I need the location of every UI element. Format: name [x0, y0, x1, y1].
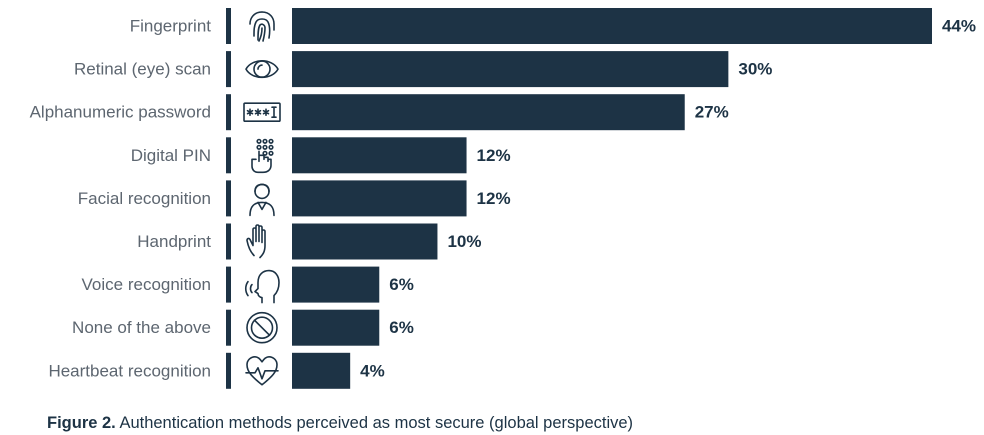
category-label: Alphanumeric password [30, 103, 211, 122]
voice-icon [244, 269, 280, 304]
value-label: 44% [942, 17, 976, 36]
icon-divider [226, 223, 231, 260]
fingerprint-icon [249, 11, 275, 42]
keypad-icon [251, 138, 274, 174]
category-label: Handprint [137, 232, 211, 251]
password-icon [243, 102, 281, 122]
bar [292, 309, 380, 346]
category-label: Facial recognition [78, 189, 211, 208]
bar [292, 137, 467, 174]
value-label: 6% [389, 275, 414, 294]
category-label: Retinal (eye) scan [74, 60, 211, 79]
value-label: 27% [695, 103, 729, 122]
figure-caption: Figure 2. Authentication methods perceiv… [47, 414, 633, 433]
category-label: Digital PIN [131, 146, 211, 165]
icon-divider [226, 8, 231, 44]
bar [292, 51, 729, 88]
bar [292, 180, 467, 217]
value-label: 10% [447, 232, 481, 251]
value-label: 6% [389, 318, 414, 337]
bar [292, 8, 932, 44]
icon-divider [226, 309, 231, 346]
category-label: None of the above [72, 318, 211, 337]
bar [292, 94, 685, 131]
bar [292, 266, 380, 303]
icon-divider [226, 51, 231, 88]
icon-divider [226, 137, 231, 174]
category-label: Heartbeat recognition [48, 361, 211, 380]
icon-divider [226, 266, 231, 303]
figure-caption-text: Authentication methods perceived as most… [115, 414, 634, 432]
value-label: 4% [360, 361, 385, 380]
value-label: 30% [738, 60, 772, 79]
prohibited-icon [246, 311, 278, 344]
icon-divider [226, 180, 231, 217]
eye-icon [245, 60, 279, 79]
category-label: Voice recognition [82, 275, 211, 294]
figure-caption-label: Figure 2. [47, 414, 116, 432]
bar [292, 352, 351, 389]
heartbeat-icon [245, 355, 279, 386]
value-label: 12% [477, 146, 511, 165]
category-label: Fingerprint [130, 17, 212, 36]
bar-chart: Fingerprint 44% Retinal (eye) scan 30% Alpha… [30, 8, 976, 389]
bar [292, 223, 438, 260]
face-icon [249, 183, 275, 217]
icon-divider [226, 352, 231, 389]
icon-divider [226, 94, 231, 131]
hand-icon [246, 224, 266, 259]
value-label: 12% [477, 189, 511, 208]
